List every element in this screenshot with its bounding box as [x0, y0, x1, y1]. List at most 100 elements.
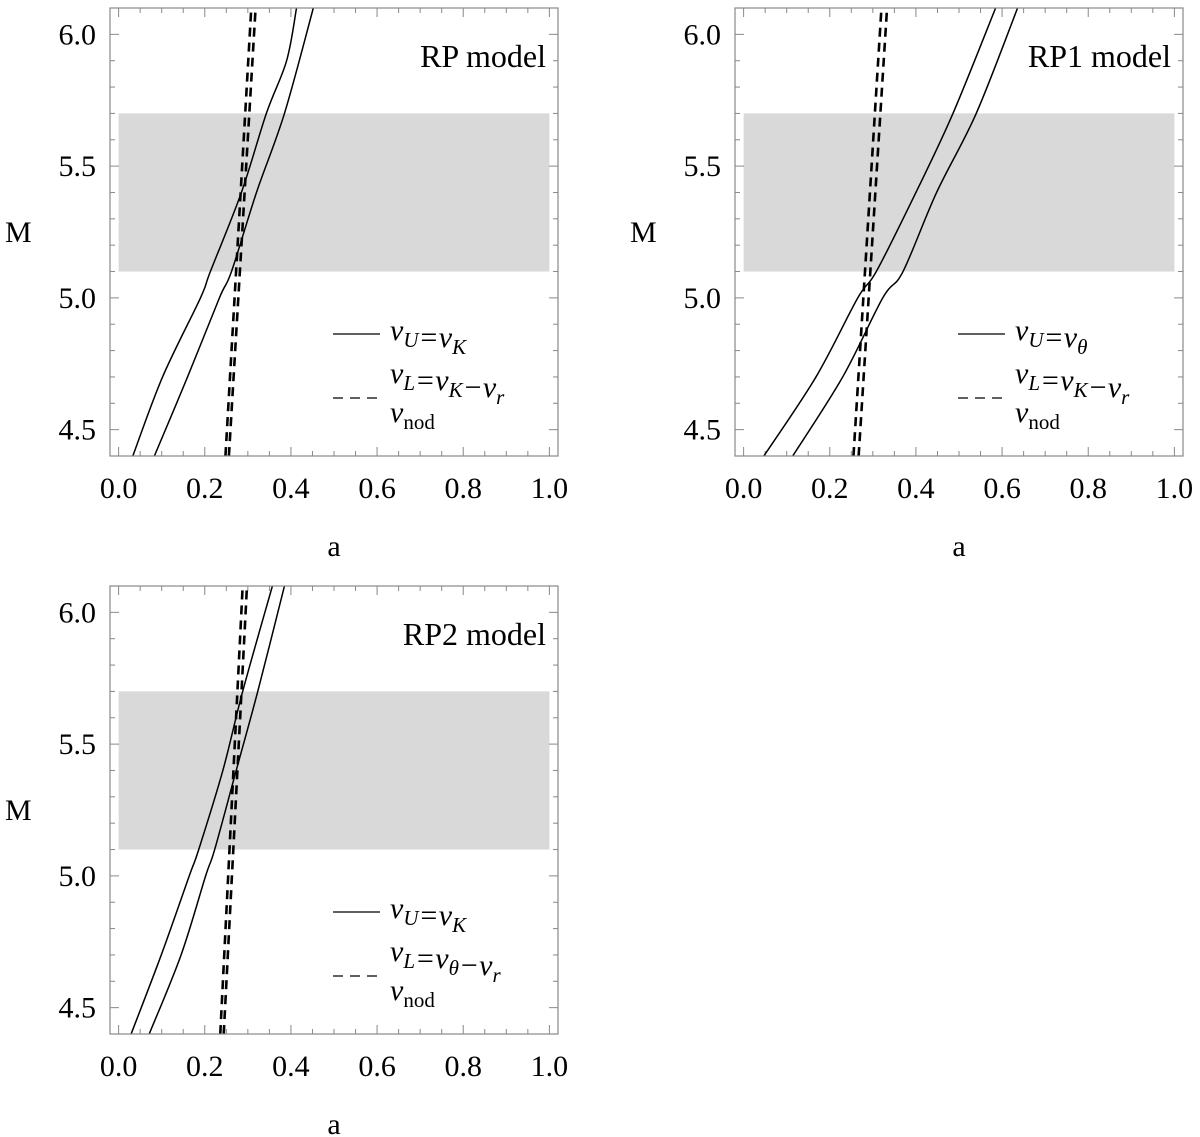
- series-line-solid-1: [132, 8, 298, 456]
- legend-label: νL=νK−νr: [1015, 357, 1130, 409]
- x-tick-label: 0.2: [186, 472, 224, 505]
- legend-text: ν: [390, 314, 404, 347]
- legend-subscript: L: [1027, 371, 1040, 395]
- chart-title: RP2 model: [403, 616, 546, 652]
- legend-label: νnod: [390, 396, 435, 434]
- legend-text: ν: [1015, 396, 1029, 429]
- x-axis-label: a: [327, 530, 340, 563]
- legend-subscript: nod: [1028, 410, 1060, 434]
- x-tick-label: 1.0: [1156, 472, 1194, 505]
- series-line-dashed-3: [852, 8, 883, 456]
- legend-label: νU=νK: [390, 314, 467, 359]
- y-axis-label: M: [630, 216, 657, 249]
- x-tick-label: 0.4: [897, 472, 935, 505]
- x-tick-label: 0.0: [725, 472, 763, 505]
- x-tick-label: 0.8: [444, 472, 482, 505]
- series-line-dashed-3: [218, 586, 244, 1034]
- shaded-band: [118, 113, 550, 272]
- series-line-solid-1: [763, 8, 997, 456]
- y-tick-label: 5.5: [59, 150, 97, 183]
- x-tick-label: 0.4: [272, 1050, 310, 1083]
- legend-text: =ν: [419, 321, 453, 354]
- legend-subscript: K: [1073, 378, 1089, 402]
- legend-text: −ν: [1088, 371, 1122, 404]
- legend-subscript: L: [402, 371, 415, 395]
- legend-label: νnod: [1015, 396, 1060, 434]
- legend-subscript: r: [496, 385, 505, 409]
- legend-subscript: U: [403, 328, 420, 352]
- y-tick-label: 5.0: [684, 282, 722, 315]
- legend-label: νL=νθ−νr: [390, 935, 501, 987]
- series-line-solid-1: [130, 586, 274, 1034]
- y-tick-label: 5.5: [684, 150, 722, 183]
- y-tick-label: 6.0: [684, 18, 722, 51]
- legend-text: =ν: [1040, 364, 1074, 397]
- x-tick-label: 0.8: [1069, 472, 1107, 505]
- legend-subscript: U: [1028, 328, 1045, 352]
- legend-text: ν: [390, 396, 404, 429]
- legend-subscript: K: [451, 913, 467, 937]
- legend-label: νU=νθ: [1015, 314, 1087, 359]
- x-tick-label: 0.8: [444, 1050, 482, 1083]
- x-tick-label: 0.2: [811, 472, 849, 505]
- y-tick-label: 5.5: [59, 728, 97, 761]
- x-tick-label: 0.0: [100, 1050, 138, 1083]
- chart-panel-2: 0.0 0.2 0.4 0.6 0.8 1.0 4.5 5.0 5.5 6.0 a M RP1 mode…: [630, 7, 1194, 563]
- x-axis-label: a: [327, 1108, 340, 1137]
- chart-panel-3: 0.0 0.2 0.4 0.6 0.8 1.0 4.5 5.0 5.5 6.0 a M RP2 mode…: [5, 585, 569, 1137]
- legend-label: νnod: [390, 974, 435, 1012]
- legend-text: ν: [390, 974, 404, 1007]
- series-line-dashed-3: [224, 8, 253, 456]
- series-line-dashed-4: [857, 8, 889, 456]
- x-axis-label: a: [952, 530, 965, 563]
- legend-text: =ν: [415, 364, 449, 397]
- legend-subscript: r: [492, 963, 501, 987]
- shaded-band: [118, 691, 550, 850]
- legend-subscript: U: [403, 906, 420, 930]
- series-line-solid-2: [792, 8, 1019, 456]
- legend-text: −ν: [459, 949, 493, 982]
- y-tick-label: 4.5: [684, 414, 722, 447]
- legend-subscript: θ: [1077, 335, 1087, 359]
- legend-subscript: K: [448, 378, 464, 402]
- legend-text: =ν: [415, 942, 449, 975]
- x-tick-label: 0.6: [983, 472, 1021, 505]
- x-tick-label: 1.0: [531, 472, 569, 505]
- legend-text: =ν: [419, 899, 453, 932]
- legend-text: =ν: [1044, 321, 1078, 354]
- x-tick-label: 0.4: [272, 472, 310, 505]
- legend-subscript: K: [451, 335, 467, 359]
- y-tick-label: 5.0: [59, 860, 97, 893]
- legend-text: ν: [390, 892, 404, 925]
- legend-text: ν: [1015, 357, 1029, 390]
- y-axis-label: M: [5, 216, 32, 249]
- y-tick-label: 6.0: [59, 596, 97, 629]
- legend-text: ν: [390, 357, 404, 390]
- legend-label: νU=νK: [390, 892, 467, 937]
- series-line-solid-2: [148, 586, 286, 1034]
- legend-text: ν: [1015, 314, 1029, 347]
- legend-subscript: nod: [403, 988, 435, 1012]
- legend-text: −ν: [463, 371, 497, 404]
- x-tick-label: 0.2: [186, 1050, 224, 1083]
- legend-subscript: r: [1121, 385, 1130, 409]
- plot-frame: [109, 7, 559, 457]
- legend-subscript: L: [402, 949, 415, 973]
- chart-title: RP model: [420, 38, 546, 74]
- chart-title: RP1 model: [1028, 38, 1171, 74]
- legend-label: νL=νK−νr: [390, 357, 505, 409]
- series-line-solid-2: [153, 8, 315, 456]
- x-tick-label: 0.0: [100, 472, 138, 505]
- chart-panel-1: 0.0 0.2 0.4 0.6 0.8 1.0 4.5 5.0 5.5 6.0 a M RP model…: [5, 7, 569, 563]
- y-tick-label: 5.0: [59, 282, 97, 315]
- legend-subscript: nod: [403, 410, 435, 434]
- shaded-band: [743, 113, 1175, 272]
- x-tick-label: 1.0: [531, 1050, 569, 1083]
- plot-frame: [109, 585, 559, 1035]
- series-line-dashed-4: [227, 8, 257, 456]
- legend-subscript: θ: [449, 956, 459, 980]
- plot-frame: [734, 7, 1184, 457]
- legend-text: ν: [390, 935, 404, 968]
- x-tick-label: 0.6: [358, 1050, 396, 1083]
